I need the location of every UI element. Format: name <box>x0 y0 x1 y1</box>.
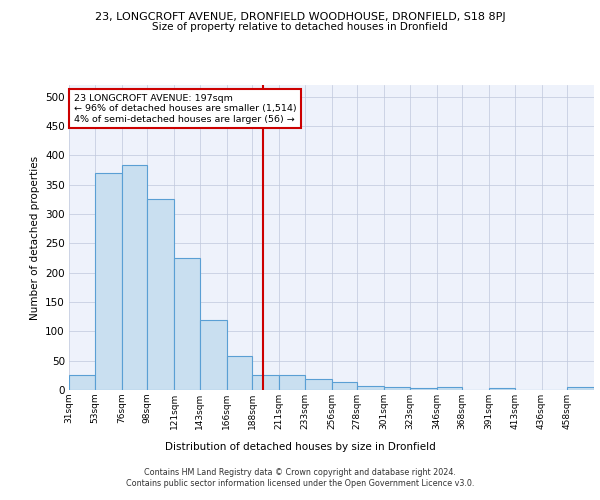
Bar <box>147 200 174 390</box>
Bar <box>357 386 384 390</box>
Bar <box>227 356 252 390</box>
Bar <box>305 380 331 390</box>
Text: 23, LONGCROFT AVENUE, DRONFIELD WOODHOUSE, DRONFIELD, S18 8PJ: 23, LONGCROFT AVENUE, DRONFIELD WOODHOUS… <box>95 12 505 22</box>
Bar <box>121 166 147 390</box>
Bar <box>331 382 357 390</box>
Bar <box>252 376 279 390</box>
Text: Contains HM Land Registry data © Crown copyright and database right 2024.
Contai: Contains HM Land Registry data © Crown c… <box>126 468 474 487</box>
Bar <box>279 376 305 390</box>
Bar <box>200 320 227 390</box>
Text: Size of property relative to detached houses in Dronfield: Size of property relative to detached ho… <box>152 22 448 32</box>
Y-axis label: Number of detached properties: Number of detached properties <box>29 156 40 320</box>
Text: 23 LONGCROFT AVENUE: 197sqm
← 96% of detached houses are smaller (1,514)
4% of s: 23 LONGCROFT AVENUE: 197sqm ← 96% of det… <box>74 94 296 124</box>
Bar <box>384 387 410 390</box>
Bar <box>567 387 594 390</box>
Text: Distribution of detached houses by size in Dronfield: Distribution of detached houses by size … <box>164 442 436 452</box>
Bar <box>95 173 121 390</box>
Bar <box>410 388 437 390</box>
Bar <box>489 388 515 390</box>
Bar <box>69 376 95 390</box>
Bar <box>437 387 462 390</box>
Bar <box>174 258 200 390</box>
